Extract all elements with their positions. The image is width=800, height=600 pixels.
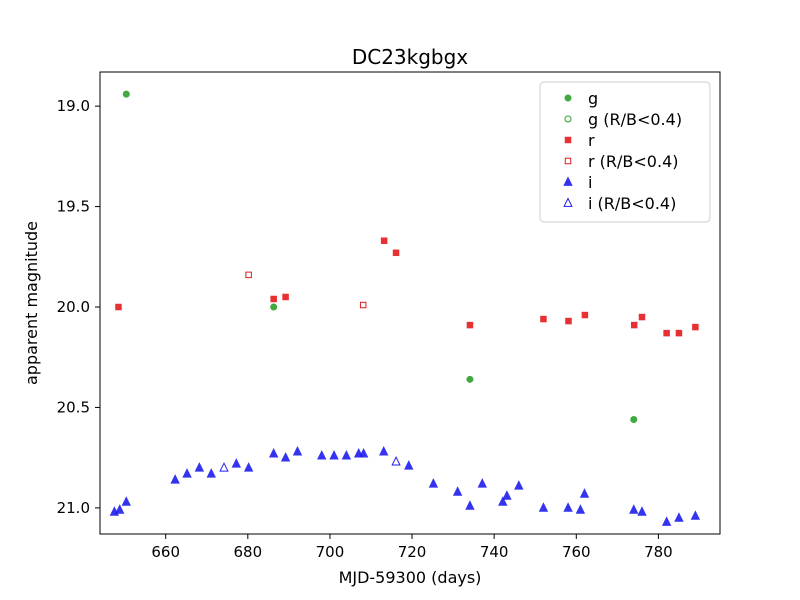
legend-marker <box>563 197 573 207</box>
x-tick-label: 680 <box>233 543 262 561</box>
data-point-r <box>638 313 646 321</box>
y-tick-label: 21.0 <box>57 499 90 517</box>
data-point-r <box>663 329 670 337</box>
data-point-r <box>675 329 683 337</box>
data-point-r <box>392 249 400 257</box>
data-point-g <box>270 303 278 311</box>
x-tick-label: 740 <box>480 543 509 561</box>
data-point-i <box>563 502 573 512</box>
data-point-i <box>428 478 439 488</box>
legend-label: r <box>588 131 595 150</box>
legend-label: i <box>588 173 592 192</box>
data-point-i <box>317 450 327 460</box>
data-point-i <box>579 488 590 498</box>
data-point-g <box>466 375 474 383</box>
data-point-i <box>674 512 684 522</box>
data-point-i <box>206 468 216 478</box>
legend-box <box>539 81 711 223</box>
data-point-i <box>329 450 339 460</box>
data-point-i <box>243 462 254 472</box>
data-point-r <box>270 295 277 303</box>
data-point-i <box>121 496 131 506</box>
data-point-i <box>575 504 586 514</box>
x-tick-label: 700 <box>316 543 345 561</box>
data-point-i <box>629 504 639 514</box>
data-point-i <box>358 448 369 458</box>
data-point-i <box>661 516 672 526</box>
data-point-r-r-b-0-4 <box>245 271 252 279</box>
legend: g g (R/B<0.4) r r (R/B<0.4) i i (R/B<0.4) <box>539 81 711 223</box>
data-point-i <box>637 506 647 516</box>
data-point-i <box>404 460 414 470</box>
data-point-r <box>581 311 589 319</box>
data-point-i <box>182 468 192 478</box>
chart-title: DC23kgbgx <box>352 45 468 69</box>
legend-marker <box>563 176 573 186</box>
x-tick-label: 780 <box>644 543 673 561</box>
data-point-i <box>341 450 352 460</box>
data-point-r <box>565 317 572 325</box>
data-point-i <box>115 504 125 514</box>
data-point-r <box>630 321 638 329</box>
data-point-i <box>690 510 701 520</box>
data-point-i <box>170 474 180 484</box>
y-tick-label: 20.5 <box>57 398 90 416</box>
legend-marker <box>564 136 572 144</box>
x-axis-label: MJD-59300 (days) <box>339 568 482 587</box>
data-point-i-r-b-0-4 <box>391 456 401 466</box>
data-point-g <box>122 90 130 98</box>
x-tick-label: 720 <box>398 543 427 561</box>
data-points <box>109 90 701 526</box>
data-point-g <box>630 416 638 424</box>
x-tick-label: 760 <box>562 543 591 561</box>
data-point-i <box>538 502 549 512</box>
data-point-i-r-b-0-4 <box>219 462 229 472</box>
plot-frame <box>99 71 721 535</box>
legend-marker <box>564 115 572 123</box>
y-tick-label: 19.0 <box>57 97 90 115</box>
legend-marker <box>564 157 572 165</box>
legend-label: i (R/B<0.4) <box>588 194 676 213</box>
axis-ticks: 660 680 700 720 740 760 780 19.0 19.5 20.0 20.5 21.… <box>57 97 673 561</box>
data-point-i <box>292 446 303 456</box>
legend-label: g <box>588 89 598 108</box>
data-point-r <box>115 303 122 311</box>
data-point-i <box>477 478 487 488</box>
data-point-i <box>280 452 291 462</box>
data-point-r <box>380 237 388 244</box>
y-tick-label: 19.5 <box>57 198 90 216</box>
data-point-r-r-b-0-4 <box>359 301 367 309</box>
data-point-i <box>268 448 279 458</box>
y-tick-label: 20.0 <box>57 298 90 316</box>
data-point-i <box>379 446 389 456</box>
data-point-i <box>465 500 475 510</box>
data-point-i <box>452 486 463 496</box>
data-point-r <box>282 293 289 301</box>
data-point-r <box>692 323 699 331</box>
data-point-r <box>540 315 547 323</box>
data-point-i <box>502 490 512 500</box>
data-point-i <box>194 462 205 472</box>
legend-label: r (R/B<0.4) <box>588 152 678 171</box>
data-point-i <box>231 458 242 468</box>
y-axis-label: apparent magnitude <box>22 221 41 385</box>
data-point-r <box>466 321 474 329</box>
data-point-i <box>498 496 508 506</box>
legend-label: g (R/B<0.4) <box>588 110 682 129</box>
x-tick-label: 660 <box>151 543 180 561</box>
data-point-i <box>514 480 524 490</box>
legend-marker <box>564 94 572 102</box>
